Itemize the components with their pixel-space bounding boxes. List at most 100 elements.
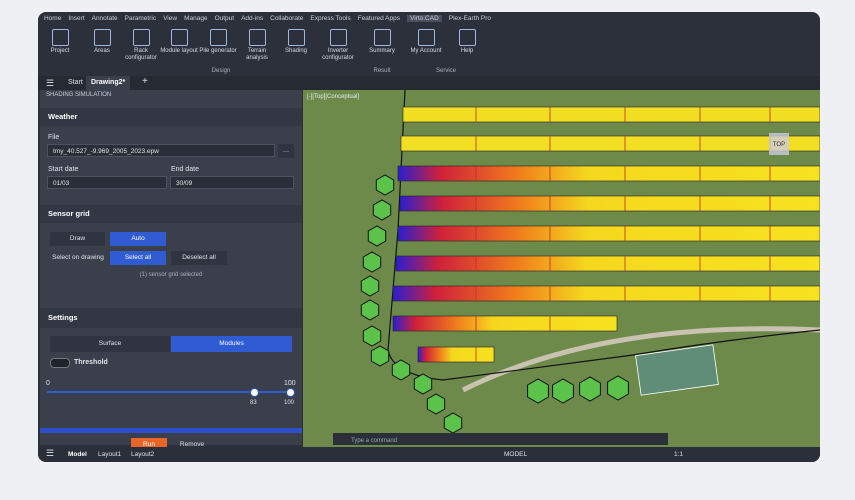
command-line[interactable] <box>333 433 668 445</box>
icon <box>329 29 347 46</box>
group-label: Result <box>373 68 391 74</box>
menu-tab[interactable]: Plex-Earth Pro <box>448 15 492 22</box>
icon <box>373 29 391 46</box>
button-label: Project <box>50 48 70 54</box>
button-label: My Account <box>410 48 442 54</box>
command-input[interactable]: Type a command <box>351 438 397 444</box>
date-input[interactable]: 01/03 <box>47 176 167 189</box>
icon <box>417 29 435 46</box>
sensor-hex[interactable] <box>362 251 382 273</box>
button[interactable]: Auto <box>110 232 166 246</box>
label: End date <box>171 166 200 173</box>
segment[interactable]: Surface <box>50 336 170 352</box>
ribbon-button[interactable]: Project <box>40 29 80 55</box>
viewport[interactable]: [-][Top][Conceptual] TOP Type a command <box>303 90 820 447</box>
heatmap-row <box>392 315 618 332</box>
button-label: Module layout <box>160 48 198 54</box>
slider-value: 83 <box>250 400 257 406</box>
menu-tab[interactable]: Parametric <box>124 15 157 22</box>
ribbon-button[interactable]: Shading <box>276 29 316 55</box>
menu-tab[interactable]: Manage <box>184 15 208 22</box>
browse-button[interactable]: … <box>278 144 294 158</box>
ribbon-button[interactable]: Pile generator <box>198 29 238 55</box>
sensor-hex[interactable] <box>552 378 574 404</box>
layout-tab[interactable]: Model <box>68 451 87 458</box>
menu-tab[interactable]: Home <box>44 15 62 22</box>
menu-tab[interactable]: Insert <box>68 15 85 22</box>
layout-tab[interactable]: Layout1 <box>98 451 122 458</box>
scale[interactable]: 1:1 <box>674 451 684 458</box>
side-panel: SHADING SIMULATION Weather File tmy_40.5… <box>40 90 302 452</box>
doc-tab[interactable]: Start <box>68 79 83 86</box>
slider-knob[interactable] <box>250 388 259 397</box>
ribbon: Project Areas Rack configurator Module layo… <box>38 26 820 76</box>
section-header[interactable]: Weather <box>40 108 302 126</box>
sensor-hex[interactable] <box>527 378 549 404</box>
button[interactable]: Deselect all <box>171 251 227 265</box>
menu-tab[interactable]: Featured Apps <box>357 15 400 22</box>
section-header[interactable]: Sensor grid <box>40 205 302 223</box>
new-tab[interactable]: + <box>142 76 148 87</box>
sensor-hex[interactable] <box>375 174 395 196</box>
remove-button[interactable]: Remove <box>179 441 205 448</box>
sensor-hex[interactable] <box>362 325 382 347</box>
menu-tab[interactable]: Collaborate <box>270 15 304 22</box>
icon <box>287 29 305 46</box>
menu-tab[interactable]: Annotate <box>91 15 118 22</box>
group-label: Design <box>211 68 231 74</box>
ribbon-button[interactable]: My Account <box>406 29 446 55</box>
status-text: (1) sensor grid selected <box>139 272 203 278</box>
doc-tab[interactable]: Drawing2* <box>86 76 131 90</box>
sensor-hex[interactable] <box>607 375 629 401</box>
toggle[interactable] <box>50 358 70 368</box>
group-label: Service <box>435 68 456 74</box>
menu-tab[interactable]: Express Tools <box>310 15 351 22</box>
model-space[interactable]: MODEL <box>504 451 528 458</box>
icon <box>170 29 188 46</box>
ribbon-button[interactable]: Rack configurator <box>121 29 161 62</box>
heatmap-row <box>395 255 820 272</box>
button-label: Shading <box>284 48 308 54</box>
segment[interactable]: Modules <box>171 336 292 352</box>
menu-tab[interactable]: Output <box>214 15 235 22</box>
file-input[interactable]: tmy_40.527_-9.969_2005_2023.epw <box>47 144 275 157</box>
menu-tab[interactable]: Virto.CAD <box>407 15 442 22</box>
button-label: Areas <box>94 48 110 54</box>
menu-tab[interactable]: Add-ins <box>241 15 264 22</box>
sensor-hex[interactable] <box>413 373 433 395</box>
sensor-hex[interactable] <box>370 345 390 367</box>
button-label: Pile generator <box>199 48 237 54</box>
ribbon-button[interactable]: Summary <box>362 29 402 55</box>
sensor-hex[interactable] <box>360 275 380 297</box>
sensor-hex[interactable] <box>391 359 411 381</box>
ribbon-button[interactable]: Terrain analysis <box>237 29 277 62</box>
button[interactable]: Select on drawing <box>52 254 104 261</box>
sensor-hex[interactable] <box>579 376 601 402</box>
sensor-hex[interactable] <box>443 412 463 434</box>
layout-tab[interactable]: Layout2 <box>131 451 155 458</box>
menu-icon[interactable]: ☰ <box>46 448 55 458</box>
icon <box>132 29 150 46</box>
button[interactable]: Select all <box>110 251 166 265</box>
menu-tab[interactable]: View <box>163 15 178 22</box>
viewcube-label: TOP <box>773 142 785 148</box>
ribbon-button[interactable]: Inverter configurator <box>318 29 358 62</box>
sensor-hex[interactable] <box>372 199 392 221</box>
ribbon-button[interactable]: Help <box>447 29 487 55</box>
heatmap-row <box>402 106 820 123</box>
slider-track <box>47 391 290 393</box>
sensor-hex[interactable] <box>360 299 380 321</box>
menu-icon[interactable]: ☰ <box>46 78 55 88</box>
sensor-hex[interactable] <box>367 225 387 247</box>
boundary <box>387 90 820 381</box>
sensor-hex[interactable] <box>426 393 446 415</box>
section-header[interactable]: Settings <box>40 308 302 328</box>
slider-knob[interactable] <box>286 388 295 397</box>
viewcube[interactable] <box>769 133 789 155</box>
heatmap-row <box>397 225 820 242</box>
date-input[interactable]: 30/09 <box>170 176 294 189</box>
ribbon-button[interactable]: Module layout <box>159 29 199 55</box>
ribbon-button[interactable]: Areas <box>82 29 122 55</box>
button[interactable]: Draw <box>50 232 105 246</box>
